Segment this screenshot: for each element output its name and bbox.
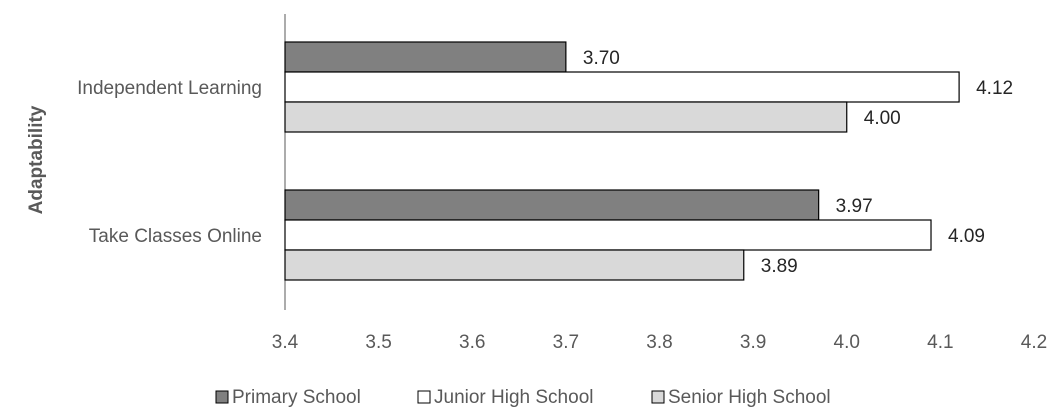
x-tick-label: 3.6	[459, 332, 485, 353]
legend-swatch	[651, 390, 665, 404]
x-tick-label: 3.7	[553, 332, 579, 353]
bar-junior-high-school	[284, 219, 932, 251]
bar-senior-high-school	[284, 249, 745, 281]
data-label: 4.00	[864, 108, 901, 129]
legend-swatch	[215, 390, 229, 404]
legend-swatch	[417, 390, 431, 404]
category-label: Take Classes Online	[89, 226, 262, 247]
x-tick-label: 4.0	[834, 332, 860, 353]
data-label: 3.70	[583, 48, 620, 69]
bar-primary-school	[284, 41, 567, 73]
legend-label: Junior High School	[434, 387, 593, 408]
data-label: 3.97	[836, 196, 873, 217]
y-axis-label: Adaptability	[26, 105, 47, 214]
x-tick-label: 3.5	[365, 332, 391, 353]
legend-label: Senior High School	[668, 387, 831, 408]
legend: Primary School Junior High School Senior H…	[215, 387, 831, 408]
x-tick-label: 4.1	[927, 332, 953, 353]
category-label: Independent Learning	[77, 78, 262, 99]
bar-senior-high-school	[284, 101, 848, 133]
legend-label: Primary School	[232, 387, 361, 408]
x-tick-label: 3.4	[272, 332, 299, 353]
bar-primary-school	[284, 189, 820, 221]
plot-area: 3.70 4.12 4.00 Independent Learning 3.97 4.09…	[77, 14, 1047, 353]
data-label: 4.12	[976, 78, 1013, 99]
bar-junior-high-school	[284, 71, 960, 103]
data-label: 3.89	[761, 256, 798, 277]
x-tick-label: 4.2	[1021, 332, 1047, 353]
x-tick-label: 3.9	[740, 332, 766, 353]
data-label: 4.09	[948, 226, 985, 247]
x-tick-label: 3.8	[646, 332, 672, 353]
